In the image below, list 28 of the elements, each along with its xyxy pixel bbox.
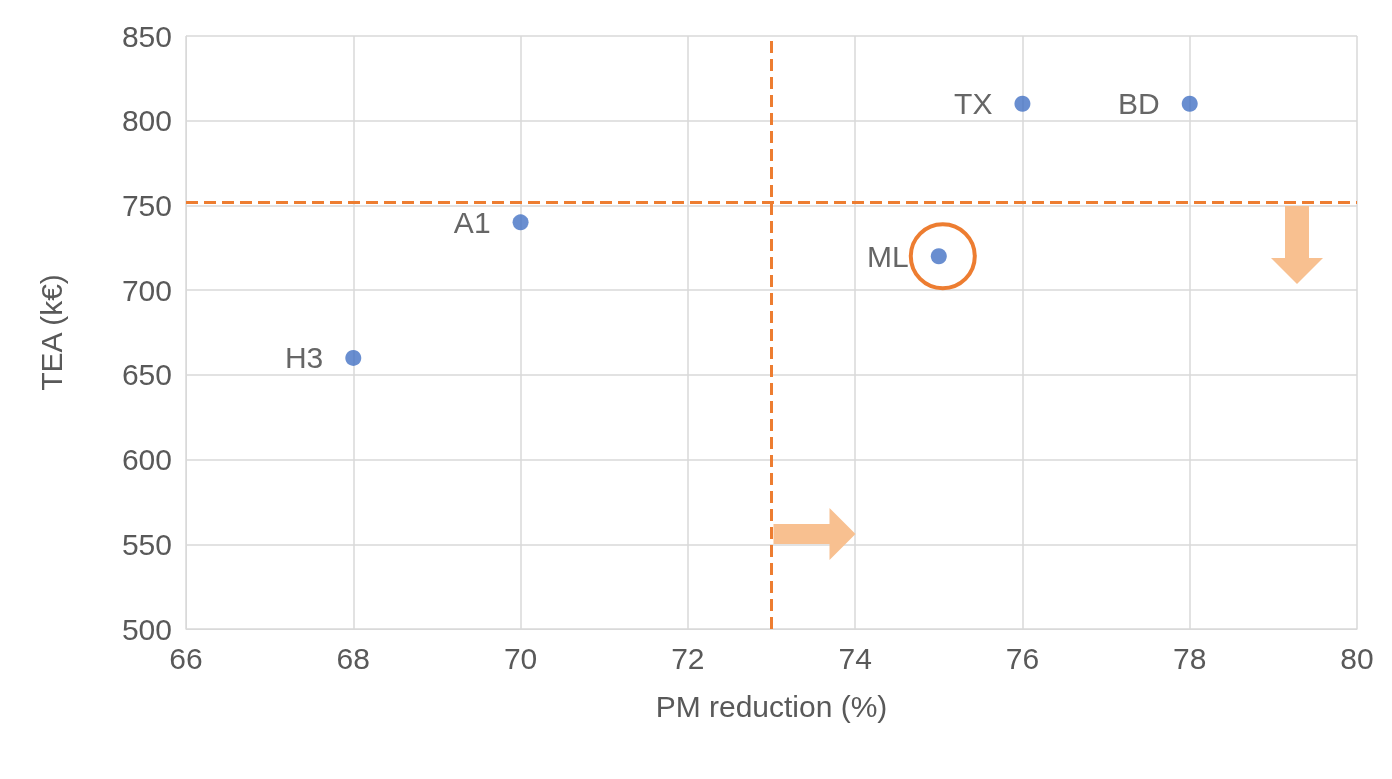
series-label: BD	[1118, 87, 1160, 121]
x-tick-label: 80	[1340, 641, 1374, 675]
point	[512, 214, 529, 231]
y-tick-label: 600	[121, 443, 172, 477]
x-tick-label: 78	[1173, 641, 1207, 675]
x-tick-label: 72	[671, 641, 705, 675]
series-label: H3	[284, 341, 324, 375]
x-axis-title: PM reduction (%)	[655, 689, 888, 723]
series-label: TX	[954, 87, 993, 121]
y-tick-label: 500	[121, 612, 172, 646]
y-tick-label: 650	[121, 358, 172, 392]
y-tick-label: 750	[121, 188, 172, 222]
series-label: ML	[867, 239, 909, 273]
point	[345, 349, 362, 366]
point	[930, 248, 947, 265]
point	[1181, 95, 1198, 112]
y-axis-title: TEA (k€)	[34, 274, 68, 391]
x-tick-label: 68	[336, 641, 370, 675]
y-tick-label: 700	[121, 273, 172, 307]
series-label: A1	[453, 205, 491, 239]
y-tick-label: 550	[121, 527, 172, 561]
x-tick-label: 76	[1005, 641, 1040, 675]
x-tick-label: 70	[503, 641, 538, 675]
y-tick-label: 800	[121, 104, 172, 138]
x-tick-label: 66	[169, 641, 203, 675]
x-tick-label: 74	[838, 641, 872, 675]
y-tick-label: 850	[121, 19, 172, 53]
point	[1014, 95, 1031, 112]
